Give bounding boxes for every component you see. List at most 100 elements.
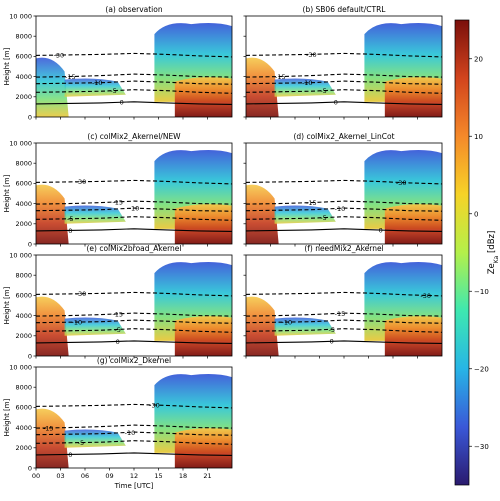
y-axis-label: Height [m]: [3, 47, 11, 85]
isotherm-line: [246, 207, 442, 212]
isotherm-label: -30: [396, 179, 407, 187]
colorbar-tick-label: 0: [474, 210, 478, 218]
y-axis-label: Height [m]: [3, 174, 11, 212]
panel-title: (c) colMix2_Akernel/NEW: [87, 132, 181, 141]
y-tick-label: 0: [28, 352, 32, 360]
isotherm-label: 0: [68, 451, 72, 459]
panel-c: -30 -15 -10 -5 0 (c) colMix2_Akernel/NEW 0 2000…: [3, 132, 233, 248]
panel-title: (f) needMix2_Akernel: [304, 244, 383, 253]
y-tick-label: 6000: [15, 180, 32, 188]
isotherm-label: -5: [320, 214, 326, 222]
mid-level-layer: [64, 317, 126, 336]
isotherm-line: [246, 200, 442, 205]
y-tick-label: 8000: [15, 384, 32, 392]
x-tick-label: 12: [130, 472, 138, 480]
colorbar-bar: [454, 19, 470, 486]
reflectivity-field: -30 -15 -10 -5 0: [246, 22, 442, 117]
y-tick-label: 10 000: [9, 251, 32, 259]
mid-level-layer: [64, 205, 126, 224]
isotherm-line: [36, 291, 232, 297]
y-tick-label: 0: [28, 240, 32, 248]
x-tick-label: 06: [81, 472, 89, 480]
isotherm-line: [36, 340, 232, 344]
colorbar-tick-label: −30: [474, 443, 489, 451]
isotherm-line: [246, 216, 442, 221]
colorbar-label: ZeKa [dBz]: [487, 231, 500, 275]
y-tick-label: 10 000: [9, 139, 32, 147]
y-tick-label: 4000: [15, 424, 32, 432]
isotherm-label: -10: [335, 205, 346, 213]
x-tick-label: 21: [203, 472, 211, 480]
isotherm-label: -15: [335, 310, 346, 318]
panel-a: -30 -15 -10 -5 0 (a) observation 0 2000 4000 6000…: [3, 5, 233, 121]
isotherm-line: [246, 101, 442, 105]
morning-convection: [36, 296, 69, 356]
y-axis-label: Height [m]: [3, 398, 11, 436]
isotherm-line: [36, 312, 232, 317]
panel-title: (e) colMix2broad_Akernel: [86, 244, 181, 253]
isotherm-line: [246, 291, 442, 297]
isotherm-label: -5: [320, 87, 326, 95]
isotherm-line: [36, 228, 232, 232]
isotherm-label: 0: [334, 99, 338, 107]
y-tick-label: 8000: [15, 160, 32, 168]
isotherm-label: -5: [110, 87, 116, 95]
isotherm-line: [246, 179, 442, 185]
morning-convection: [36, 57, 69, 117]
reflectivity-field: -30 -15 -10 -5 0: [36, 261, 232, 356]
y-tick-label: 4000: [15, 200, 32, 208]
y-tick-label: 4000: [15, 73, 32, 81]
isotherm-label: 0: [330, 338, 334, 346]
isotherm-line: [36, 440, 232, 445]
isotherm-line: [246, 312, 442, 317]
isotherm-label: -10: [125, 429, 136, 437]
x-tick-label: 09: [105, 472, 113, 480]
panel-b: -30 -15 -10 -5 0 (b) SB06 default/CTRL: [243, 5, 443, 120]
y-tick-label: 2000: [15, 93, 32, 101]
mid-level-layer: [64, 429, 126, 448]
isotherm-line: [36, 319, 232, 324]
isotherm-label: 0: [68, 227, 72, 235]
isotherm-label: -15: [306, 199, 317, 207]
reflectivity-field: -30 -15 -10 -5 0: [246, 149, 442, 244]
isotherm-label: -30: [420, 292, 431, 300]
isotherm-label: -5: [67, 215, 73, 223]
isotherm-line: [246, 89, 442, 94]
isotherm-label: -30: [149, 402, 160, 410]
isotherm-label: 0: [120, 99, 124, 107]
isotherm-label: -30: [306, 51, 317, 59]
mid-level-layer: [274, 317, 336, 336]
isotherm-label: -10: [92, 79, 103, 87]
deep-system-lower: [174, 316, 232, 356]
colorbar: −30 −20 −10 0 10 20 ZeKa [dBz]: [454, 19, 500, 486]
y-axis-label: Height [m]: [3, 286, 11, 324]
isotherm-label: -15: [112, 198, 123, 206]
isotherm-line: [246, 80, 442, 85]
y-tick-label: 6000: [15, 292, 32, 300]
isotherm-line: [36, 80, 232, 85]
isotherm-label: -30: [76, 290, 87, 298]
y-tick-label: 0: [28, 113, 32, 121]
morning-convection: [246, 57, 279, 117]
isotherm-line: [36, 452, 232, 456]
isotherm-line: [36, 200, 232, 205]
isotherm-label: -15: [112, 310, 123, 318]
y-tick-label: 8000: [15, 33, 32, 41]
mid-level-layer: [274, 78, 336, 97]
deep-system-lower: [384, 77, 442, 117]
isotherm-line: [36, 52, 232, 58]
deep-system-lower: [384, 204, 442, 244]
panel-g: -30 -15 -10 -5 0 (g) colMix2_Dkernel 0 2000 4000…: [3, 356, 233, 490]
panel-title: (b) SB06 default/CTRL: [303, 5, 387, 14]
morning-convection: [36, 408, 69, 468]
isotherm-line: [246, 73, 442, 78]
deep-system-lower: [174, 204, 232, 244]
y-tick-label: 2000: [15, 220, 32, 228]
y-tick-label: 6000: [15, 53, 32, 61]
isotherm-line: [36, 179, 232, 185]
colorbar-tick-label: −20: [474, 365, 489, 373]
panels-layer: -30 -15 -10 -5 0 (a) observation 0 2000 4000 6000…: [3, 5, 443, 490]
isotherm-label: -30: [54, 52, 65, 60]
isotherm-label: -15: [275, 73, 286, 81]
